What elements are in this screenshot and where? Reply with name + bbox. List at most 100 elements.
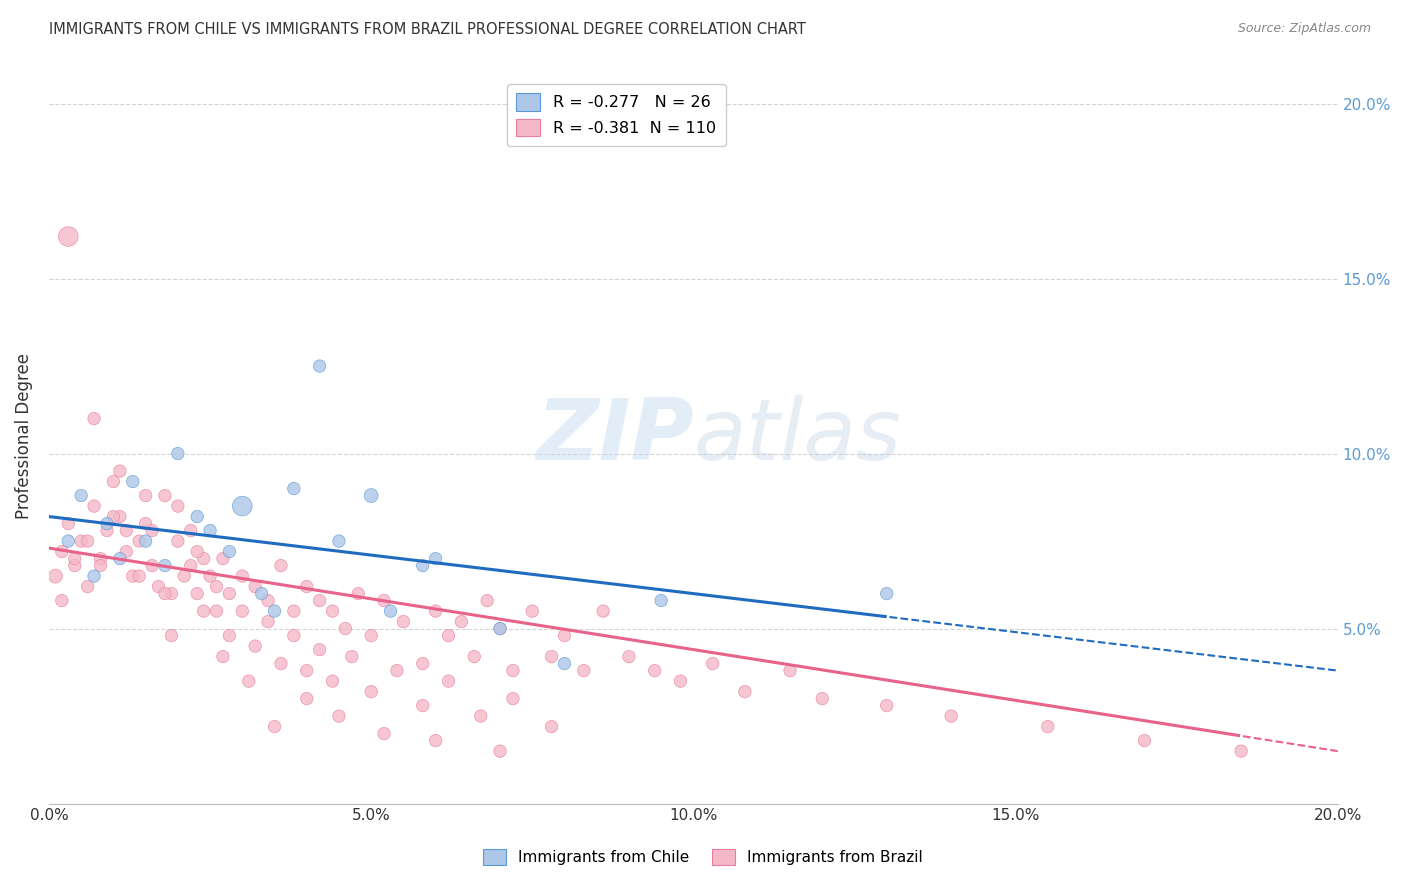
Point bbox=[437, 674, 460, 689]
Point bbox=[779, 664, 801, 678]
Point bbox=[502, 691, 524, 706]
Point bbox=[44, 569, 66, 583]
Point bbox=[166, 446, 188, 460]
Point bbox=[335, 622, 357, 636]
Point bbox=[186, 544, 208, 558]
Point bbox=[702, 657, 724, 671]
Point bbox=[153, 586, 176, 600]
Point bbox=[83, 411, 105, 425]
Point bbox=[193, 604, 215, 618]
Point bbox=[231, 499, 253, 513]
Point bbox=[198, 524, 221, 538]
Point bbox=[141, 524, 163, 538]
Point bbox=[160, 629, 183, 643]
Point bbox=[205, 580, 228, 594]
Point bbox=[939, 709, 962, 723]
Point bbox=[58, 229, 80, 244]
Point bbox=[489, 622, 512, 636]
Point bbox=[1230, 744, 1253, 758]
Point bbox=[270, 657, 292, 671]
Point bbox=[522, 604, 544, 618]
Point bbox=[321, 674, 343, 689]
Point bbox=[502, 664, 524, 678]
Point bbox=[218, 544, 240, 558]
Point bbox=[218, 586, 240, 600]
Point bbox=[328, 709, 350, 723]
Point bbox=[148, 580, 170, 594]
Point bbox=[238, 674, 260, 689]
Point bbox=[108, 551, 131, 566]
Point bbox=[257, 593, 280, 607]
Point bbox=[553, 657, 575, 671]
Point bbox=[103, 509, 125, 524]
Point bbox=[347, 586, 370, 600]
Point bbox=[63, 551, 86, 566]
Point bbox=[76, 580, 98, 594]
Point bbox=[283, 629, 305, 643]
Point bbox=[1133, 733, 1156, 747]
Point bbox=[811, 691, 834, 706]
Point bbox=[373, 726, 395, 740]
Point bbox=[51, 544, 73, 558]
Point bbox=[360, 684, 382, 698]
Point bbox=[475, 593, 498, 607]
Point bbox=[153, 558, 176, 573]
Point bbox=[295, 691, 318, 706]
Point bbox=[340, 649, 363, 664]
Point bbox=[470, 709, 492, 723]
Point bbox=[385, 664, 408, 678]
Point bbox=[373, 593, 395, 607]
Point bbox=[128, 569, 150, 583]
Point bbox=[121, 569, 143, 583]
Point bbox=[96, 524, 118, 538]
Point bbox=[644, 664, 666, 678]
Point bbox=[425, 604, 447, 618]
Point bbox=[412, 698, 434, 713]
Point bbox=[617, 649, 640, 664]
Point bbox=[83, 569, 105, 583]
Point bbox=[96, 516, 118, 531]
Point bbox=[669, 674, 692, 689]
Point bbox=[89, 558, 111, 573]
Point bbox=[308, 359, 330, 373]
Point bbox=[308, 642, 330, 657]
Point bbox=[553, 629, 575, 643]
Point bbox=[328, 534, 350, 549]
Point bbox=[450, 615, 472, 629]
Point bbox=[876, 586, 898, 600]
Point bbox=[412, 558, 434, 573]
Point bbox=[231, 569, 253, 583]
Point bbox=[121, 475, 143, 489]
Point bbox=[166, 534, 188, 549]
Point bbox=[463, 649, 485, 664]
Point bbox=[250, 586, 273, 600]
Point bbox=[489, 622, 512, 636]
Text: IMMIGRANTS FROM CHILE VS IMMIGRANTS FROM BRAZIL PROFESSIONAL DEGREE CORRELATION : IMMIGRANTS FROM CHILE VS IMMIGRANTS FROM… bbox=[49, 22, 806, 37]
Point bbox=[108, 464, 131, 478]
Point bbox=[392, 615, 415, 629]
Point bbox=[212, 551, 235, 566]
Point bbox=[63, 558, 86, 573]
Point bbox=[489, 744, 512, 758]
Point bbox=[540, 649, 562, 664]
Point bbox=[380, 604, 402, 618]
Point bbox=[734, 684, 756, 698]
Point bbox=[58, 516, 80, 531]
Point bbox=[108, 509, 131, 524]
Point bbox=[425, 733, 447, 747]
Y-axis label: Professional Degree: Professional Degree bbox=[15, 353, 32, 519]
Point bbox=[270, 558, 292, 573]
Point bbox=[166, 499, 188, 513]
Point bbox=[360, 629, 382, 643]
Point bbox=[412, 657, 434, 671]
Point bbox=[308, 593, 330, 607]
Point bbox=[650, 593, 672, 607]
Point bbox=[186, 586, 208, 600]
Point bbox=[1036, 720, 1059, 734]
Point bbox=[263, 604, 285, 618]
Point bbox=[321, 604, 343, 618]
Point bbox=[263, 720, 285, 734]
Text: Source: ZipAtlas.com: Source: ZipAtlas.com bbox=[1237, 22, 1371, 36]
Point bbox=[295, 664, 318, 678]
Point bbox=[135, 534, 157, 549]
